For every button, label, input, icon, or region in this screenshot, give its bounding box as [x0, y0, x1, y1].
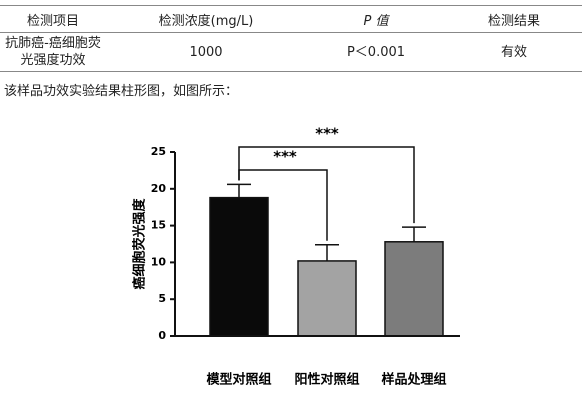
y-tick-label: 0 [158, 329, 166, 342]
y-axis-label: 癌细胞荧光强度 [132, 198, 148, 290]
header-cell: 检测浓度(mg/L) [106, 5, 306, 33]
error-bar [227, 183, 251, 198]
x-tick-label: 样品处理组 [381, 372, 446, 388]
significance-label: *** [315, 125, 339, 143]
x-tick-label: 阳性对照组 [294, 372, 359, 388]
cell: 1000 [106, 32, 306, 72]
y-tick-label: 15 [151, 219, 166, 232]
y-tick-label: 25 [151, 145, 166, 158]
bar [297, 260, 357, 337]
header-cell: 检测结果 [446, 5, 582, 33]
cell: 抗肺癌-癌细胞荧光强度功效 [0, 32, 106, 72]
y-tick-label: 10 [151, 255, 167, 268]
x-tick-label: 模型对照组 [206, 372, 271, 388]
significance-bracket [238, 146, 415, 224]
error-bar [402, 226, 426, 242]
bar [209, 196, 269, 337]
header-cell: 检测项目 [0, 5, 106, 33]
error-bar [315, 243, 339, 261]
table-header: 检测项目 检测浓度(mg/L) P 值 检测结果 [0, 5, 582, 33]
significance-label: *** [273, 148, 297, 166]
bar [384, 241, 444, 337]
table-row: 抗肺癌-癌细胞荧光强度功效 1000 P＜0.001 有效 [0, 32, 582, 72]
result-table: 检测项目 检测浓度(mg/L) P 值 检测结果 抗肺癌-癌细胞荧光强度功效 1… [0, 5, 582, 72]
y-tick-label: 5 [158, 292, 166, 305]
header-cell: P 值 [306, 5, 446, 33]
cell: P＜0.001 [306, 32, 446, 72]
caption: 该样品功效实验结果柱形图，如图所示： [4, 84, 239, 99]
cell: 有效 [446, 32, 582, 72]
y-tick-label: 20 [151, 182, 167, 195]
